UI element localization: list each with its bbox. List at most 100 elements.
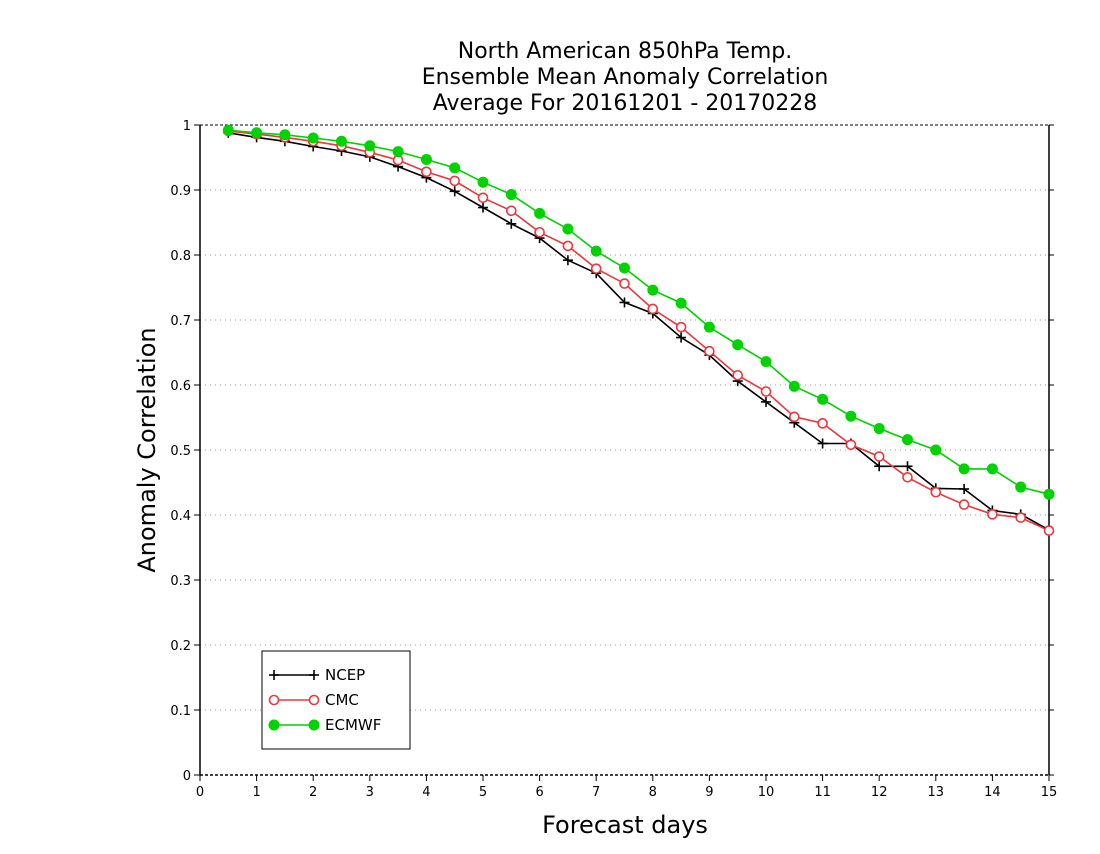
x-tick-label-4: 4	[422, 785, 430, 800]
legend-item-ncep: NCEP	[269, 666, 365, 684]
data-point-ncep-23	[874, 461, 885, 472]
data-point-cmc-9	[477, 192, 489, 204]
data-point-ncep-26	[959, 484, 970, 494]
y-tick-label-2: 0.2	[170, 639, 191, 654]
legend-marker-left-ncep	[269, 670, 279, 680]
legend: NCEP CMC ECMWF	[261, 650, 411, 750]
series-line-cmc	[228, 130, 1050, 532]
data-point-ncep-9	[478, 202, 488, 213]
series-markers-ecmwf	[222, 124, 1055, 500]
data-point-cmc-23	[873, 451, 885, 462]
data-point-ecmwf-19	[760, 356, 772, 368]
legend-item-cmc: CMC	[268, 691, 359, 709]
x-tick-label-14: 14	[984, 785, 1001, 800]
legend-marker-right-ecmwf	[308, 719, 320, 731]
data-point-ncep-12	[562, 255, 573, 266]
x-tick-label-1: 1	[252, 785, 260, 800]
data-point-ncep-24	[902, 461, 913, 472]
x-tick-label-9: 9	[705, 785, 713, 800]
series-markers-cmc	[223, 125, 1055, 536]
data-point-cmc-20	[788, 411, 800, 423]
axes: 00.10.20.30.40.50.60.70.80.910 1 2 3 4 5 6 7 8 9 1…	[133, 119, 1057, 839]
data-point-ecmwf-24	[902, 434, 913, 446]
data-point-ncep-21	[817, 438, 828, 449]
series-line-ecmwf	[228, 129, 1050, 495]
data-point-ecmwf-0	[222, 124, 234, 136]
data-point-ecmwf-20	[788, 380, 800, 392]
data-point-ecmwf-21	[817, 393, 829, 405]
data-point-cmc-11	[534, 226, 545, 238]
legend-box	[261, 650, 411, 750]
x-tick-label-8: 8	[649, 785, 657, 800]
x-tick-label-11: 11	[814, 785, 831, 800]
data-point-cmc-25	[930, 486, 942, 498]
data-point-ncep-19	[761, 396, 771, 407]
y-axis-title: Anomaly Correlation	[133, 327, 161, 572]
data-point-ncep-8	[449, 186, 460, 197]
data-point-cmc-21	[817, 418, 828, 429]
legend-label-ecmwf: ECMWF	[325, 716, 381, 734]
data-point-ecmwf-17	[703, 321, 715, 333]
legend-marker-right-cmc	[308, 694, 320, 706]
data-point-cmc-27	[987, 509, 998, 520]
data-point-ecmwf-8	[449, 162, 461, 174]
x-tick-label-6: 6	[535, 785, 543, 800]
data-point-ecmwf-22	[845, 410, 857, 422]
data-point-cmc-17	[704, 345, 715, 357]
data-point-cmc-19	[760, 386, 772, 397]
data-point-ecmwf-29	[1043, 488, 1055, 500]
data-point-cmc-7	[421, 166, 432, 178]
data-point-ncep-14	[619, 297, 630, 308]
x-tick-label-5: 5	[479, 785, 487, 800]
data-point-ecmwf-27	[986, 463, 998, 475]
x-tick-label-15: 15	[1041, 785, 1058, 800]
y-tick-label-10: 1	[183, 119, 191, 134]
series-lines	[222, 124, 1055, 536]
data-point-cmc-28	[1015, 512, 1027, 523]
data-point-ecmwf-5	[364, 140, 376, 152]
data-point-ecmwf-23	[873, 423, 885, 435]
data-point-cmc-22	[845, 439, 857, 451]
legend-marker-left-cmc	[268, 694, 280, 706]
data-point-cmc-26	[958, 499, 970, 510]
y-tick-label-3: 0.3	[170, 574, 191, 589]
y-tick-label-1: 0.1	[170, 704, 191, 719]
y-tick-label-4: 0.4	[170, 509, 191, 524]
chart-title: North American 850hPa Temp.Ensemble Mean…	[422, 39, 829, 116]
x-tick-label-10: 10	[758, 785, 775, 800]
data-point-ecmwf-4	[336, 135, 347, 147]
data-point-cmc-15	[647, 303, 659, 315]
data-point-ecmwf-1	[251, 127, 263, 139]
y-tick-label-9: 0.9	[170, 184, 191, 199]
data-point-cmc-16	[675, 321, 687, 333]
data-point-ecmwf-10	[505, 189, 517, 201]
data-point-cmc-10	[505, 205, 517, 217]
grid-lines	[200, 124, 1049, 776]
series-line-ncep	[228, 132, 1050, 531]
chart-title-line-2: Ensemble Mean Anomaly Correlation	[422, 65, 829, 90]
data-point-cmc-8	[449, 175, 461, 187]
data-point-ecmwf-9	[477, 176, 489, 188]
x-tick-label-12: 12	[871, 785, 888, 800]
x-tick-label-2: 2	[309, 785, 317, 800]
x-tick-label-3: 3	[366, 785, 374, 800]
data-point-ncep-16	[676, 332, 687, 343]
legend-item-ecmwf: ECMWF	[268, 716, 381, 734]
x-tick-label-0: 0	[196, 785, 204, 800]
x-axis-title: Forecast days	[542, 811, 708, 839]
y-tick-label-8: 0.8	[170, 249, 191, 264]
data-point-ecmwf-7	[420, 153, 432, 165]
data-point-ecmwf-26	[958, 463, 970, 475]
chart-title-line-1: North American 850hPa Temp.	[458, 39, 793, 64]
data-point-ecmwf-13	[590, 245, 602, 257]
data-point-cmc-18	[732, 369, 744, 381]
legend-label-ncep: NCEP	[325, 666, 365, 684]
series-markers-ncep	[223, 127, 1054, 535]
data-point-cmc-14	[619, 278, 630, 289]
data-point-ecmwf-12	[562, 223, 574, 235]
data-point-ecmwf-16	[675, 297, 687, 309]
data-point-ecmwf-6	[392, 146, 404, 158]
data-point-ecmwf-25	[930, 444, 942, 456]
